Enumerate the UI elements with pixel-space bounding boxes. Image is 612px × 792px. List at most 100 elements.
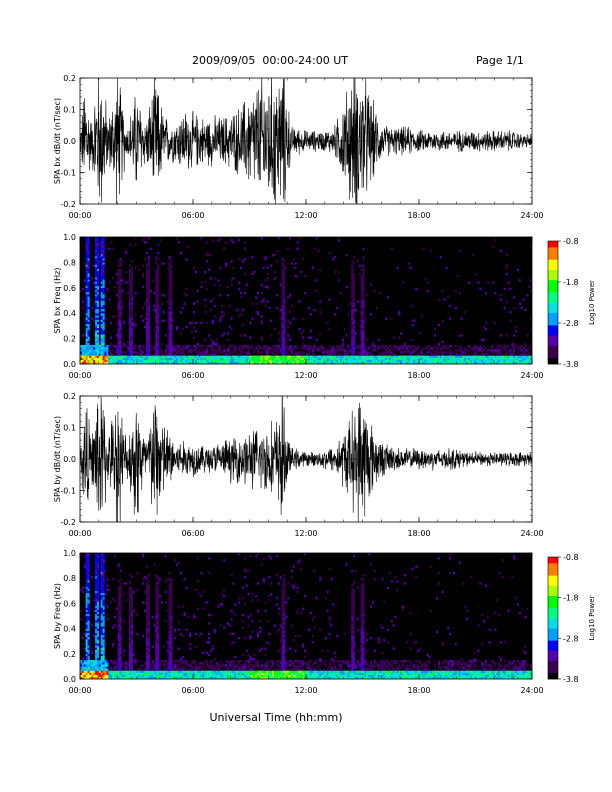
spectrogram-cell: [289, 353, 292, 356]
spectrogram-cell: [217, 353, 220, 356]
spectrogram-cell: [264, 347, 267, 350]
spectrogram-cell: [85, 676, 88, 680]
spectrogram-cell: [296, 361, 299, 365]
spectrogram-cell: [298, 237, 301, 240]
spectrogram-cell: [102, 580, 105, 583]
spectrogram-cell: [454, 344, 457, 348]
spectrogram-cell: [145, 588, 148, 591]
spectrogram-cell: [98, 555, 101, 558]
spectrogram-cell: [142, 355, 145, 358]
spectrogram-cell: [89, 622, 92, 625]
spectrogram-cell: [100, 666, 103, 669]
spectrogram-cell: [157, 597, 160, 600]
spectrogram-cell: [164, 349, 167, 352]
spectrogram-cell: [403, 349, 407, 352]
spectrogram-cell: [85, 662, 88, 665]
spectrogram-cell: [138, 668, 141, 671]
spectrogram-cell: [257, 344, 260, 348]
spectrogram-cell: [260, 357, 263, 360]
spectrogram-cell: [198, 672, 201, 675]
spectrogram-cell: [296, 275, 299, 278]
spectrogram-cell: [95, 557, 98, 560]
spectrogram-cell: [157, 634, 160, 638]
spectrogram-cell: [528, 357, 531, 360]
spectrogram-cell: [102, 330, 105, 333]
spectrogram-cell: [108, 357, 111, 360]
spectrogram-cell: [413, 355, 416, 358]
spectrogram-cell: [130, 616, 133, 619]
spectrogram-cell: [110, 355, 113, 358]
spectrogram-cell: [157, 272, 160, 276]
spectrogram-cell: [87, 649, 90, 652]
spectrogram-cell: [147, 626, 150, 629]
spectrogram-cell: [85, 647, 88, 650]
spectrogram-cell: [375, 357, 378, 360]
spectrogram-cell: [106, 287, 109, 291]
spectrogram-cell: [95, 306, 98, 310]
spectrogram-cell: [123, 653, 126, 657]
spectrogram-cell: [117, 357, 120, 360]
spectrogram-cell: [157, 620, 160, 623]
spectrogram-cell: [283, 334, 286, 337]
spectrogram-cell: [87, 321, 90, 324]
spectrogram-cell: [108, 676, 111, 680]
spectrogram-cell: [87, 357, 90, 360]
spectrogram-cell: [191, 357, 194, 360]
spectrogram-cell: [83, 353, 86, 356]
spectrogram-cell: [466, 355, 469, 358]
colorbar-cell: [548, 292, 558, 295]
spectrogram-cell: [168, 660, 171, 663]
spectrogram-cell: [434, 357, 437, 360]
waveform-series: [80, 78, 532, 204]
spectrogram-cell: [87, 658, 90, 661]
spectrogram-cell: [513, 357, 516, 360]
spectrogram-cell: [219, 361, 222, 365]
spectrogram-cell: [484, 353, 487, 356]
spectrogram-cell: [91, 359, 94, 363]
spectrogram-cell: [379, 357, 382, 360]
spectrogram-cell: [91, 347, 94, 350]
spectrogram-cell: [102, 607, 105, 610]
spectrogram-cell: [166, 300, 169, 303]
spectrogram-cell: [170, 618, 173, 621]
spectrogram-cell: [209, 347, 213, 350]
spectrogram-cell: [257, 355, 260, 358]
spectrogram-cell: [454, 351, 457, 354]
spectrogram-cell: [155, 597, 158, 600]
spectrogram-cell: [168, 304, 171, 308]
spectrogram-cell: [194, 664, 197, 667]
spectrogram-cell: [189, 643, 192, 646]
spectrogram-cell: [458, 292, 461, 295]
spectrogram-cell: [383, 344, 386, 348]
spectrogram-cell: [87, 668, 90, 671]
spectrogram-cell: [87, 245, 90, 248]
spectrogram-cell: [145, 311, 148, 314]
spectrogram-cell: [226, 353, 229, 356]
spectrogram-cell: [147, 304, 150, 308]
spectrogram-cell: [128, 357, 132, 360]
spectrogram-cell: [117, 592, 120, 596]
spectrogram-cell: [96, 294, 100, 297]
spectrogram-cell: [100, 664, 103, 667]
spectrogram-cell: [492, 349, 495, 352]
colorbar-cell: [548, 349, 558, 352]
spectrogram-cell: [415, 361, 418, 365]
spectrogram-cell: [119, 332, 122, 335]
spectrogram-cell: [283, 357, 286, 360]
spectrogram-cell: [147, 660, 150, 663]
spectrogram-cell: [277, 347, 280, 350]
spectrogram-cell: [311, 349, 314, 352]
spectrogram-cell: [100, 637, 103, 640]
spectrogram-cell: [83, 664, 86, 667]
spectrogram-cell: [100, 357, 103, 360]
spectrogram-cell: [351, 342, 354, 346]
spectrogram-cell: [100, 645, 103, 648]
spectrogram-cell: [102, 281, 105, 284]
spectrogram-cell: [449, 355, 452, 358]
spectrogram-cell: [102, 592, 105, 596]
spectrogram-cell: [507, 361, 510, 365]
spectrogram-cell: [96, 624, 100, 627]
spectrogram-cell: [353, 300, 356, 303]
spectrogram-cell: [128, 277, 132, 280]
spectrogram-cell: [257, 349, 260, 352]
